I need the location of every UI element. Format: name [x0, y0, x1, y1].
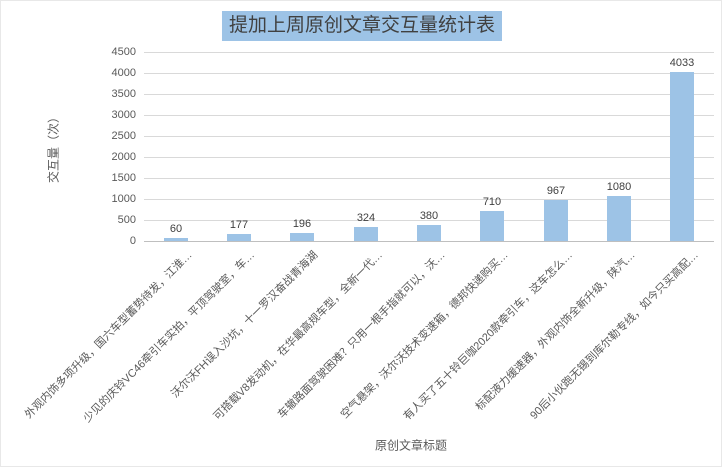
gridline: [144, 94, 714, 95]
gridline: [144, 73, 714, 74]
bar-value-label: 196: [292, 218, 312, 230]
y-tick-label: 2000: [111, 151, 136, 163]
gridline: [144, 199, 714, 200]
chart-title[interactable]: 提加上周原创文章交互量统计表: [221, 11, 503, 41]
bar[interactable]: [607, 196, 631, 241]
bar[interactable]: [544, 200, 568, 241]
gridline: [144, 115, 714, 116]
y-tick-label: 0: [129, 235, 136, 247]
gridline: [144, 157, 714, 158]
bar-value-label: 710: [482, 196, 502, 208]
bar[interactable]: [227, 234, 251, 241]
y-tick-label: 3000: [111, 109, 136, 121]
y-tick-label: 4000: [111, 67, 136, 79]
bar[interactable]: [164, 238, 188, 241]
bar-value-label: 4033: [669, 57, 695, 69]
gridline: [144, 136, 714, 137]
bar[interactable]: [417, 225, 441, 241]
bar[interactable]: [480, 211, 504, 241]
bar-value-label: 967: [546, 185, 566, 197]
y-tick-label: 2500: [111, 130, 136, 142]
bar[interactable]: [354, 227, 378, 241]
y-tick-label: 500: [117, 214, 136, 226]
bar[interactable]: [670, 72, 694, 241]
plot-area: 60 177 196 324 380 710 967 1080 4033: [144, 52, 714, 242]
y-tick-label: 4500: [111, 46, 136, 58]
bar-value-label: 380: [419, 210, 439, 222]
bar[interactable]: [290, 233, 314, 241]
bar-value-label: 60: [169, 223, 183, 235]
gridline: [144, 52, 714, 53]
x-axis-title: 原创文章标题: [374, 438, 448, 453]
y-axis-title: 交互量（次）: [46, 110, 61, 184]
bar-value-label: 324: [356, 212, 376, 224]
y-tick-label: 1000: [111, 193, 136, 205]
y-tick-label: 3500: [111, 88, 136, 100]
y-tick-label: 1500: [111, 172, 136, 184]
bar-value-label: 1080: [606, 181, 632, 193]
gridline: [144, 178, 714, 179]
bar-value-label: 177: [229, 219, 249, 231]
gridline: [144, 220, 714, 221]
